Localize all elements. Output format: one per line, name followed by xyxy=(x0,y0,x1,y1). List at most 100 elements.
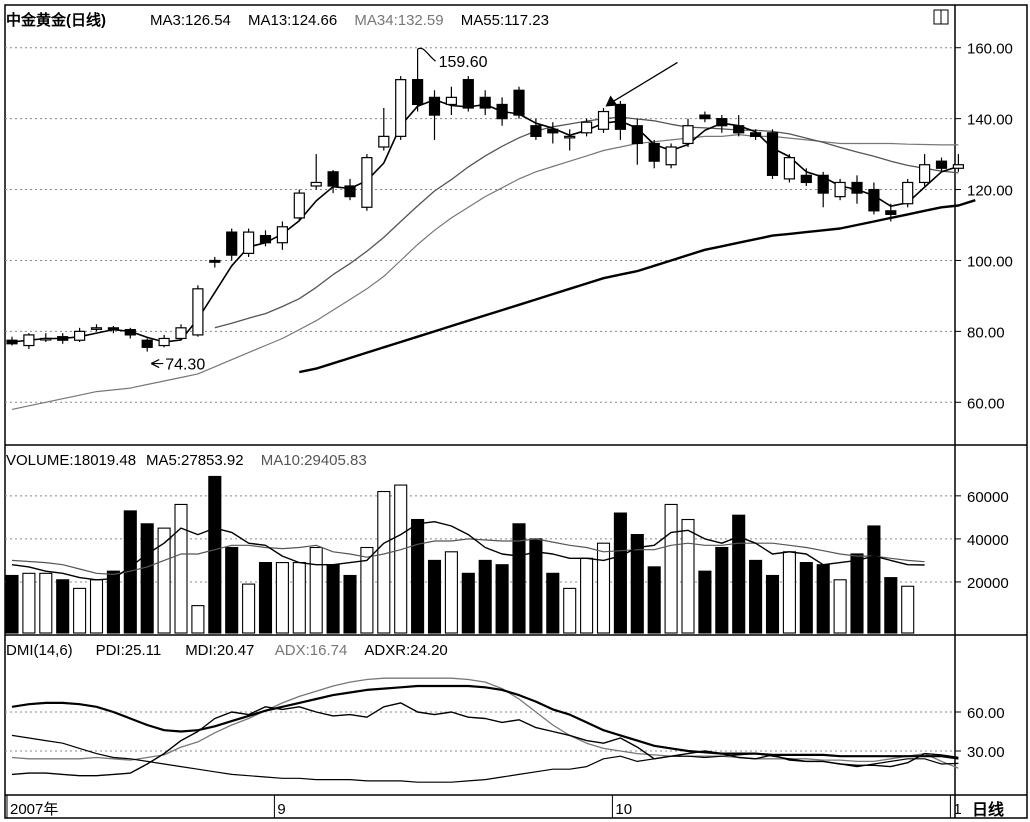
volume-bar xyxy=(39,572,53,634)
candle-body xyxy=(378,135,390,148)
volume-bar xyxy=(22,572,36,634)
volume-bar xyxy=(613,512,627,634)
candle-body xyxy=(766,132,779,176)
volume-bar xyxy=(411,518,425,634)
candle-body xyxy=(73,330,86,341)
chart-title: 中金黄金(日线) xyxy=(6,11,106,29)
price-tick-label: 100.00 xyxy=(967,253,1013,270)
candle-body xyxy=(885,210,897,215)
candle-body xyxy=(445,96,457,106)
volume-bar xyxy=(850,553,864,634)
candle-body xyxy=(817,174,829,194)
volume-bar xyxy=(157,527,171,634)
volume-bar xyxy=(495,564,509,634)
period-label[interactable]: 日线 xyxy=(972,800,1004,819)
dmi-tick-label: 60.00 xyxy=(967,705,1005,722)
volume-bar xyxy=(140,523,154,634)
candle-body xyxy=(310,181,322,187)
candle-body xyxy=(192,288,204,336)
candle-body xyxy=(952,164,965,169)
dmi-legend-item: ADXR:24.20 xyxy=(364,642,447,659)
adxr-line xyxy=(11,684,959,760)
candle-body xyxy=(23,334,35,347)
dmi-tick-label: 30.00 xyxy=(967,744,1005,761)
candle-body xyxy=(40,337,52,341)
price-tick-label: 140.00 xyxy=(967,112,1013,129)
candle-body xyxy=(462,79,474,109)
x-axis-label: 2007年 xyxy=(10,801,58,818)
outer-border xyxy=(4,4,1028,819)
volume-bar xyxy=(782,551,796,634)
trend-arrow-head xyxy=(605,95,618,107)
volume-bar xyxy=(427,559,442,634)
candle-body xyxy=(530,125,542,137)
x-axis: 2007年 9 10 1 xyxy=(6,795,962,818)
candle-body xyxy=(412,79,424,106)
chart-frame xyxy=(4,4,1028,819)
candle-body xyxy=(124,328,136,336)
ma34-line xyxy=(11,134,959,410)
candle-body xyxy=(749,132,762,137)
candle-body xyxy=(209,259,221,263)
dmi-legend-item: PDI:25.11 xyxy=(96,642,162,659)
ma13-line xyxy=(214,116,959,329)
low-annotation-arrow xyxy=(150,359,164,369)
candle-body xyxy=(648,142,660,162)
volume-bar xyxy=(106,570,120,634)
low-annotation-label: 74.30 xyxy=(165,357,205,374)
volume-bar xyxy=(546,572,560,634)
price-legend-item: MA55:117.23 xyxy=(461,12,549,29)
volume-bar xyxy=(596,542,611,634)
volume-bar xyxy=(478,559,492,634)
volume-bar xyxy=(258,562,273,634)
high-annotation-label: 159.60 xyxy=(439,54,488,71)
candle-body xyxy=(395,79,407,137)
candle-body xyxy=(428,96,441,116)
candle-body xyxy=(699,114,711,120)
candle-body xyxy=(851,181,863,194)
volume-bar xyxy=(56,579,70,634)
volume-bar xyxy=(732,514,746,634)
volume-bar xyxy=(833,579,847,634)
candle-body xyxy=(631,125,643,145)
volume-bar xyxy=(749,559,763,634)
volume-bar xyxy=(563,587,577,634)
dmi-legend-item: DMI(14,6) xyxy=(6,642,73,659)
price-legend-item: MA3:126.54 xyxy=(150,12,231,29)
volume-bar xyxy=(630,534,644,634)
price-tick-label: 120.00 xyxy=(967,183,1013,200)
volume-bar xyxy=(5,574,19,634)
volume-bar xyxy=(89,579,104,634)
volume-bar xyxy=(275,562,289,634)
candle-body xyxy=(158,337,170,347)
high-annotation-leader xyxy=(417,47,436,62)
volume-bar xyxy=(73,587,87,634)
candle-body xyxy=(141,339,153,348)
candle-body xyxy=(361,157,373,208)
candle-body xyxy=(935,160,948,169)
candle-body xyxy=(902,181,914,205)
candle-body xyxy=(276,226,288,244)
candle-body xyxy=(496,103,508,120)
volume-bar xyxy=(360,546,374,634)
volume-legend-item: MA5:27853.92 xyxy=(146,452,244,469)
volume-bar xyxy=(512,523,526,634)
price-legend-item: MA34:132.59 xyxy=(354,12,443,29)
dmi-panel: 30.00 60.00 DMI(14,6) PDI:25.11 MDI:20.47 ADX… xyxy=(5,642,1005,783)
pdi-line xyxy=(11,702,959,777)
volume-tick-label: 60000 xyxy=(967,489,1009,506)
volume-bar xyxy=(174,503,188,634)
candle-body xyxy=(716,118,728,127)
candle-body xyxy=(834,181,846,198)
volume-bar xyxy=(394,484,408,634)
candle-body xyxy=(800,174,812,184)
volume-bar xyxy=(343,574,357,634)
volume-legend-item: MA10:29405.83 xyxy=(261,452,367,469)
candle-body xyxy=(564,135,576,139)
volume-bar xyxy=(698,570,712,634)
volume-bar xyxy=(816,564,830,634)
ma55-line xyxy=(299,199,976,374)
volume-bar xyxy=(867,525,881,634)
candle-body xyxy=(175,327,187,340)
candle-body xyxy=(597,110,610,130)
